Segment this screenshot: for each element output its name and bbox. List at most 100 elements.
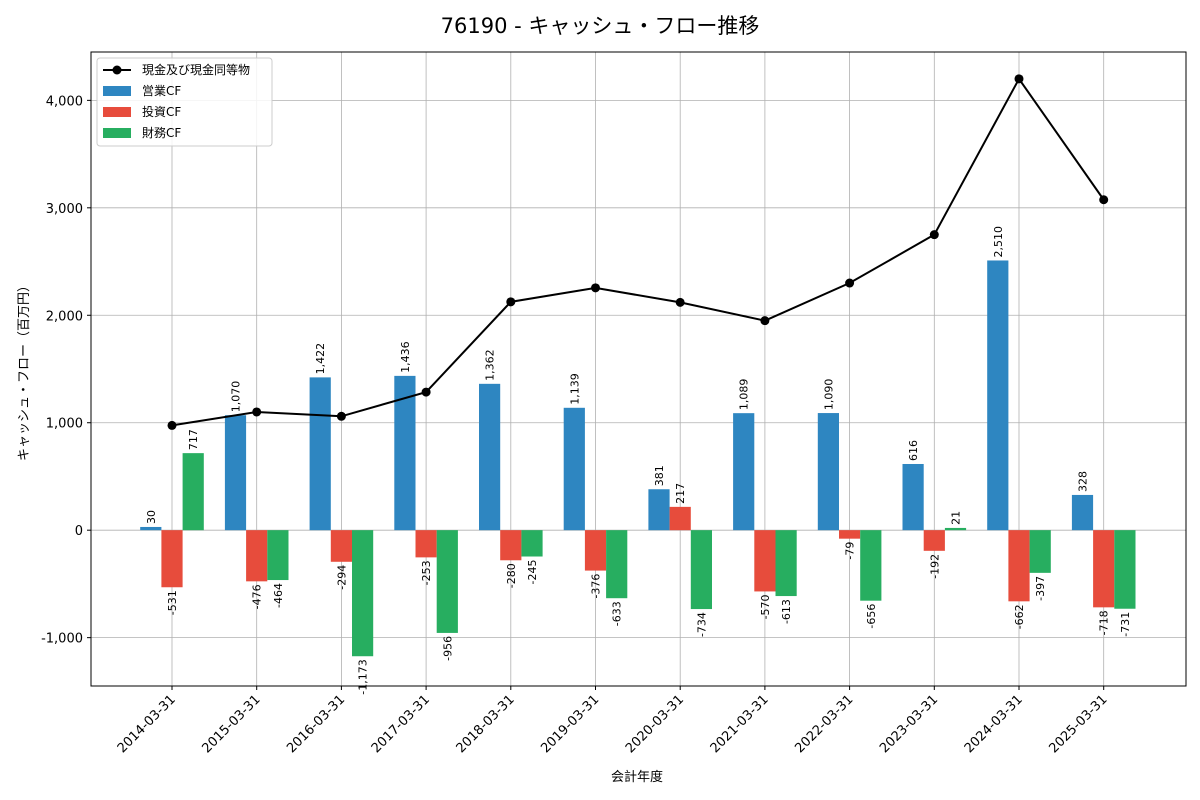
bar (415, 530, 437, 558)
bar-value-label: 1,090 (822, 379, 835, 411)
bar (500, 530, 522, 561)
cash-line (167, 74, 1109, 430)
bar (669, 506, 691, 531)
bar (563, 407, 585, 531)
bar (923, 530, 945, 551)
bar-value-label: -570 (759, 594, 772, 619)
cash-line-point (591, 283, 600, 293)
bar (754, 530, 776, 592)
bar-value-label: -280 (505, 563, 518, 588)
bar (860, 530, 882, 601)
bar-value-label: 1,089 (738, 379, 751, 411)
bar-value-label: -656 (865, 604, 878, 629)
legend-swatch (103, 86, 131, 96)
bar (944, 527, 967, 531)
bar (690, 530, 712, 610)
bar-value-label: 1,436 (399, 341, 412, 373)
bar (309, 377, 331, 531)
bar-value-label: 1,362 (484, 349, 497, 380)
bar (330, 530, 352, 562)
bar-value-label: -464 (272, 583, 285, 608)
bar-value-label: 30 (145, 510, 158, 524)
bar-value-label: -476 (251, 584, 264, 609)
x-tick-label: 2015-03-31 (199, 692, 263, 756)
bar-value-label: -79 (844, 542, 857, 560)
bars (140, 260, 1136, 657)
bar (182, 453, 204, 531)
bar-value-label: -662 (1013, 604, 1026, 629)
y-tick-label: 4,000 (46, 94, 83, 109)
bar (161, 530, 183, 588)
legend-marker-swatch (112, 65, 122, 75)
bar-value-labels: 30 1,070 1,422 1,436 1,362 1,139 381 1,089 1,090… (145, 226, 1132, 695)
bar (648, 489, 670, 531)
bar (352, 530, 374, 657)
legend-swatch (103, 128, 131, 138)
x-tick-label: 2025-03-31 (1046, 692, 1110, 756)
legend-label: 営業CF (142, 84, 181, 98)
bar-value-label: -245 (526, 560, 539, 585)
bar (1093, 530, 1115, 608)
legend-swatch (103, 107, 131, 117)
y-tick-label: 2,000 (46, 309, 83, 324)
bar-value-label: -731 (1119, 612, 1132, 637)
x-axis-title: 会計年度 (611, 769, 663, 785)
bar-value-label: 1,422 (314, 343, 327, 375)
bar-value-label: -1,173 (357, 659, 370, 694)
x-tick-label: 2016-03-31 (284, 692, 348, 756)
x-tick-label: 2020-03-31 (623, 692, 687, 756)
x-tick-label: 2014-03-31 (115, 692, 179, 756)
x-tick-label: 2024-03-31 (962, 692, 1026, 756)
bar-value-label: 2,510 (992, 226, 1005, 258)
bar (1029, 530, 1051, 573)
y-tick-label: 3,000 (46, 202, 83, 217)
bar-value-label: -376 (590, 574, 603, 599)
cash-line-point (167, 420, 177, 430)
bar (394, 375, 416, 531)
y-tick-label: 1,000 (46, 417, 83, 432)
plot-area-frame (90, 51, 1187, 687)
cash-line-point (760, 316, 770, 326)
y-tick-label: 0 (75, 524, 83, 539)
cash-line-point (1014, 74, 1024, 84)
bar (733, 413, 755, 531)
bar (436, 530, 458, 633)
x-tick-label: 2023-03-31 (877, 692, 941, 756)
bar (224, 415, 247, 531)
bar-value-label: -253 (420, 560, 433, 585)
bar-value-label: 616 (907, 440, 920, 461)
bar-value-label: -718 (1098, 610, 1111, 635)
bar-value-label: 21 (950, 511, 963, 525)
bar (775, 530, 797, 597)
chart-title: 76190 - キャッシュ・フロー推移 (441, 14, 760, 38)
bar (1114, 530, 1136, 609)
cash-line-point (929, 230, 939, 240)
bar-value-label: 381 (653, 465, 666, 486)
bar-value-label: -633 (611, 601, 624, 626)
legend-label: 現金及び現金同等物 (142, 62, 250, 77)
bar (584, 530, 607, 571)
bar (479, 383, 501, 531)
legend-box (96, 57, 273, 147)
bar (140, 526, 162, 531)
bar (839, 530, 861, 539)
bar (521, 530, 543, 557)
bar-value-label: 717 (187, 429, 200, 450)
bar-value-label: -294 (335, 565, 348, 590)
bar (902, 463, 924, 531)
bar-value-label: 217 (674, 483, 687, 504)
bar-value-label: -531 (166, 590, 179, 615)
bar-value-label: -613 (780, 599, 793, 624)
cash-line-point (675, 297, 685, 307)
x-tick-label: 2017-03-31 (369, 692, 433, 756)
cash-line-point (252, 407, 262, 417)
cash-line-path (171, 76, 1105, 427)
bar (817, 413, 839, 531)
y-axis-title: キャッシュ・フロー（百万円） (17, 279, 32, 461)
bar (987, 260, 1009, 531)
bar (267, 530, 289, 581)
bar (246, 530, 268, 582)
x-tick-label: 2022-03-31 (792, 692, 856, 756)
cash-line-point (506, 297, 516, 307)
